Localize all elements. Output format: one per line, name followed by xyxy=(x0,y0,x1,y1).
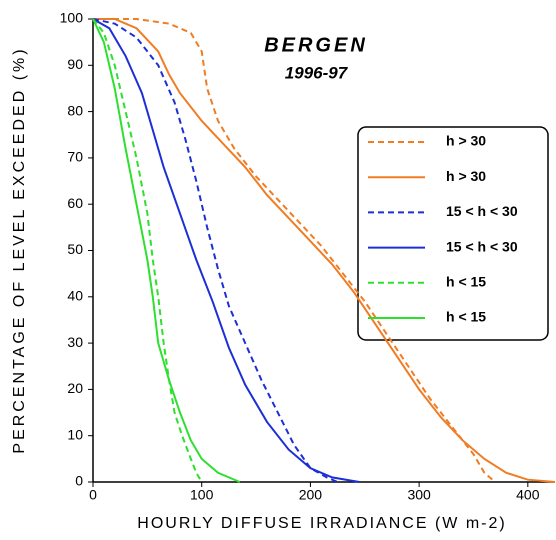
y-tick-label: 10 xyxy=(67,426,83,442)
chart-title: BERGEN xyxy=(264,34,368,56)
y-tick-label: 30 xyxy=(67,334,83,350)
x-tick-label: 300 xyxy=(407,487,431,503)
y-tick-label: 20 xyxy=(67,380,83,396)
chart-subtitle: 1996-97 xyxy=(285,63,349,82)
legend-label: h > 30 xyxy=(446,133,486,149)
x-tick-label: 400 xyxy=(516,487,540,503)
x-tick-label: 0 xyxy=(89,487,97,503)
legend-label: 15 < h < 30 xyxy=(446,203,518,219)
y-tick-label: 70 xyxy=(67,149,83,165)
series-line xyxy=(92,18,203,483)
legend-label: h > 30 xyxy=(446,168,486,184)
series-line xyxy=(92,18,241,483)
y-tick-label: 80 xyxy=(67,102,83,118)
x-tick-label: 100 xyxy=(190,487,214,503)
y-tick-label: 60 xyxy=(67,195,83,211)
series-line xyxy=(93,18,496,483)
legend-label: h < 15 xyxy=(446,309,486,325)
y-tick-label: 40 xyxy=(67,288,83,304)
y-tick-label: 100 xyxy=(60,10,84,26)
legend-box xyxy=(357,126,549,341)
y-tick-label: 50 xyxy=(67,241,83,257)
series-line xyxy=(92,18,360,483)
y-tick-label: 90 xyxy=(67,56,83,72)
y-axis-label: PERCENTAGE OF LEVEL EXCEEDED (%) xyxy=(11,46,28,453)
x-tick-label: 200 xyxy=(299,487,323,503)
series-line xyxy=(93,18,556,483)
y-tick-label: 0 xyxy=(75,473,83,489)
x-axis-label: HOURLY DIFFUSE IRRADIANCE (W m-2) xyxy=(137,515,506,532)
legend-label: h < 15 xyxy=(446,274,486,290)
series-line xyxy=(92,18,338,483)
legend-label: 15 < h < 30 xyxy=(446,238,518,254)
